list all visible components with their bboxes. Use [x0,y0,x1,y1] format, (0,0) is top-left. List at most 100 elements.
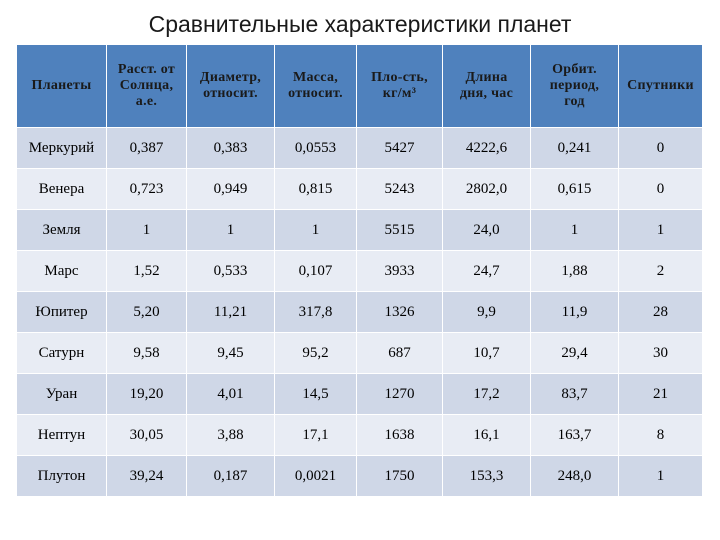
column-header-line: дня, час [459,86,514,101]
planets-table: Планеты Расст. от Солнца, а.е. Диаметр, относ… [16,44,703,497]
value-cell-distance: 30,05 [106,414,187,456]
value-cell-density: 687 [356,332,443,374]
column-header-distance: Расст. от Солнца, а.е. [106,44,187,128]
value-cell-orbital-period: 1 [530,209,619,251]
value-cell-diameter: 0,533 [186,250,275,292]
column-header-line: Спутники [627,78,694,93]
table-row: Плутон 39,24 0,187 0,0021 1750 153,3 248,0 1 [16,455,703,497]
value-cell-mass: 14,5 [274,373,357,415]
value-cell-mass: 0,815 [274,168,357,210]
header-row: Планеты Расст. от Солнца, а.е. Диаметр, относ… [16,44,703,128]
column-header-line: год [564,94,585,109]
column-header-line: Расст. от [117,62,176,77]
value-cell-day-length: 4222,6 [442,127,531,169]
value-cell-day-length: 24,0 [442,209,531,251]
value-cell-day-length: 2802,0 [442,168,531,210]
value-cell-orbital-period: 0,615 [530,168,619,210]
value-cell-day-length: 24,7 [442,250,531,292]
value-cell-satellites: 2 [618,250,703,292]
value-cell-satellites: 28 [618,291,703,333]
value-cell-diameter: 0,949 [186,168,275,210]
column-header-line: период, [549,78,600,93]
table-row: Юпитер 5,20 11,21 317,8 1326 9,9 11,9 28 [16,291,703,333]
value-cell-distance: 0,723 [106,168,187,210]
column-header-line: Солнца, [119,78,174,93]
value-cell-mass: 17,1 [274,414,357,456]
column-header-diameter: Диаметр, относит. [186,44,275,128]
value-cell-density: 5427 [356,127,443,169]
value-cell-distance: 19,20 [106,373,187,415]
column-header-line: а.е. [135,94,158,109]
value-cell-orbital-period: 29,4 [530,332,619,374]
value-cell-diameter: 11,21 [186,291,275,333]
value-cell-distance: 1,52 [106,250,187,292]
column-header-line: Планеты [31,78,92,93]
column-header-line: Диаметр, [199,70,262,85]
value-cell-satellites: 8 [618,414,703,456]
value-cell-density: 3933 [356,250,443,292]
column-header-line: относит. [203,86,258,101]
value-cell-satellites: 1 [618,209,703,251]
table-row: Меркурий 0,387 0,383 0,0553 5427 4222,6 0,241 0 [16,127,703,169]
table-row: Земля 1 1 1 5515 24,0 1 1 [16,209,703,251]
value-cell-mass: 0,107 [274,250,357,292]
value-cell-mass: 1 [274,209,357,251]
value-cell-orbital-period: 11,9 [530,291,619,333]
value-cell-mass: 95,2 [274,332,357,374]
planet-name-cell: Меркурий [16,127,107,169]
column-header-orbital-period: Орбит. период, год [530,44,619,128]
value-cell-distance: 5,20 [106,291,187,333]
column-header-line: Пло-сть, [371,70,428,85]
planet-name-cell: Венера [16,168,107,210]
column-header-day-length: Длина дня, час [442,44,531,128]
column-header-density: Пло-сть, кг/м³ [356,44,443,128]
value-cell-day-length: 153,3 [442,455,531,497]
planet-name-cell: Нептун [16,414,107,456]
value-cell-mass: 0,0553 [274,127,357,169]
value-cell-density: 1326 [356,291,443,333]
table-row: Сатурн 9,58 9,45 95,2 687 10,7 29,4 30 [16,332,703,374]
value-cell-day-length: 9,9 [442,291,531,333]
table-row: Венера 0,723 0,949 0,815 5243 2802,0 0,615 0 [16,168,703,210]
value-cell-orbital-period: 1,88 [530,250,619,292]
value-cell-distance: 0,387 [106,127,187,169]
value-cell-orbital-period: 83,7 [530,373,619,415]
value-cell-satellites: 0 [618,168,703,210]
value-cell-density: 1638 [356,414,443,456]
value-cell-density: 5515 [356,209,443,251]
column-header-line: Орбит. [552,62,597,77]
value-cell-mass: 317,8 [274,291,357,333]
table-row: Нептун 30,05 3,88 17,1 1638 16,1 163,7 8 [16,414,703,456]
table-body: Меркурий 0,387 0,383 0,0553 5427 4222,6 0,241 0… [16,127,703,497]
table-row: Марс 1,52 0,533 0,107 3933 24,7 1,88 2 [16,250,703,292]
value-cell-mass: 0,0021 [274,455,357,497]
column-header-mass: Масса, относит. [274,44,357,128]
value-cell-satellites: 0 [618,127,703,169]
planet-name-cell: Земля [16,209,107,251]
planet-name-cell: Сатурн [16,332,107,374]
planet-name-cell: Марс [16,250,107,292]
value-cell-diameter: 1 [186,209,275,251]
value-cell-satellites: 21 [618,373,703,415]
column-header-satellites: Спутники [618,44,703,128]
value-cell-diameter: 4,01 [186,373,275,415]
value-cell-orbital-period: 163,7 [530,414,619,456]
value-cell-orbital-period: 0,241 [530,127,619,169]
value-cell-diameter: 0,383 [186,127,275,169]
value-cell-density: 1270 [356,373,443,415]
value-cell-satellites: 30 [618,332,703,374]
column-header-line: Длина [465,70,508,85]
value-cell-day-length: 10,7 [442,332,531,374]
planet-name-cell: Уран [16,373,107,415]
column-header-line: относит. [288,86,343,101]
page-title: Сравнительные характеристики планет [148,11,572,37]
value-cell-distance: 39,24 [106,455,187,497]
value-cell-day-length: 16,1 [442,414,531,456]
value-cell-distance: 1 [106,209,187,251]
table-row: Уран 19,20 4,01 14,5 1270 17,2 83,7 21 [16,373,703,415]
planet-name-cell: Юпитер [16,291,107,333]
value-cell-density: 1750 [356,455,443,497]
value-cell-distance: 9,58 [106,332,187,374]
value-cell-orbital-period: 248,0 [530,455,619,497]
value-cell-day-length: 17,2 [442,373,531,415]
